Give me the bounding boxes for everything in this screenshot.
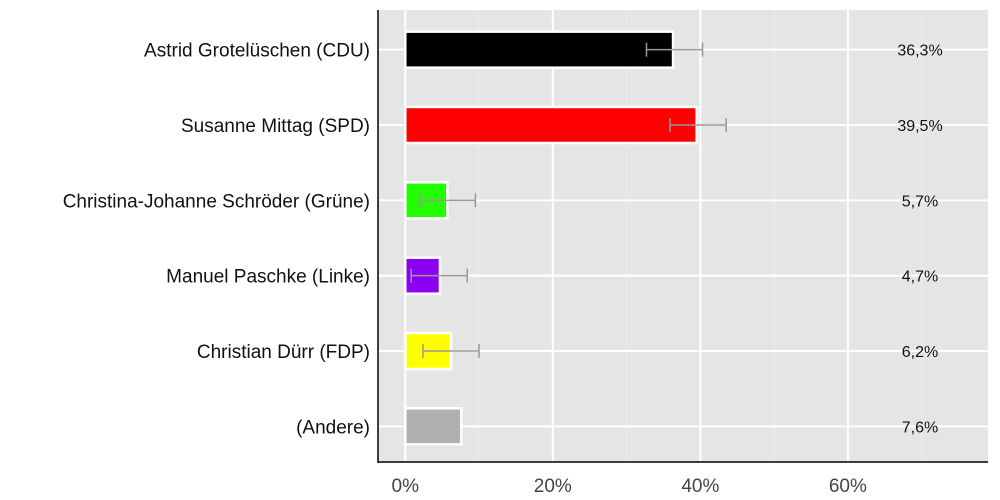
category-label: Manuel Paschke (Linke) bbox=[166, 267, 370, 288]
category-label: (Andere) bbox=[296, 417, 370, 438]
category-label: Astrid Grotelüschen (CDU) bbox=[144, 41, 370, 62]
x-tick-label: 0% bbox=[392, 476, 420, 497]
x-tick-label: 20% bbox=[534, 476, 572, 497]
value-label: 4,7% bbox=[902, 269, 938, 286]
category-label: Christian Dürr (FDP) bbox=[197, 342, 370, 363]
category-label: Christina-Johanne Schröder (Grüne) bbox=[63, 191, 370, 212]
bar bbox=[404, 30, 675, 69]
x-tick-label: 60% bbox=[829, 476, 867, 497]
value-label: 7,6% bbox=[902, 419, 938, 436]
category-label: Susanne Mittag (SPD) bbox=[181, 116, 370, 137]
bar bbox=[404, 105, 698, 145]
value-label: 36,3% bbox=[897, 43, 942, 60]
value-label: 39,5% bbox=[897, 118, 942, 135]
x-tick-label: 40% bbox=[681, 476, 719, 497]
value-label: 6,2% bbox=[902, 344, 938, 361]
plot-background bbox=[378, 10, 988, 462]
value-label: 5,7% bbox=[902, 193, 938, 210]
bar bbox=[404, 407, 463, 446]
